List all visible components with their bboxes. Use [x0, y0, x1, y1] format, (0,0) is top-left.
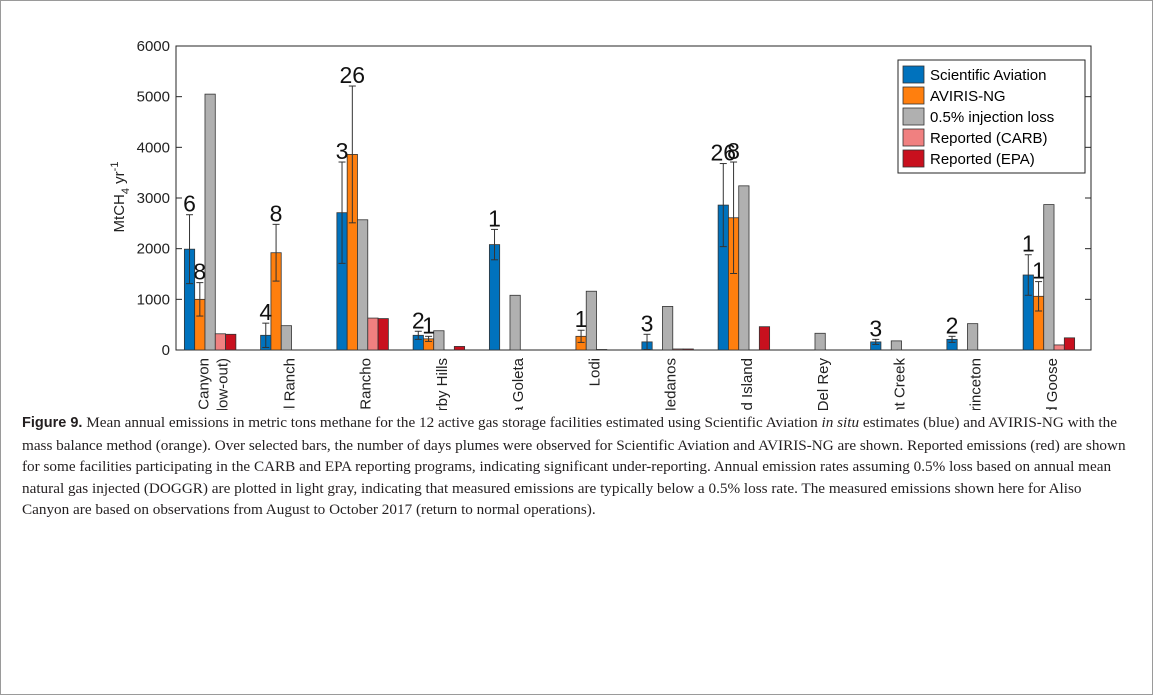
- bar: [433, 330, 445, 351]
- legend-label: Reported (EPA): [930, 151, 1035, 168]
- y-tick-label: 4000: [137, 139, 170, 156]
- labels: 0 1000 2000 3000 4000 5000 6000 6 8 Aliso Canyon(…: [137, 38, 1061, 410]
- category-label: Aliso Canyon: [196, 358, 213, 410]
- count-label: 26: [340, 62, 366, 88]
- count-label: 2: [946, 312, 959, 338]
- category-label: Los Medanos: [663, 358, 680, 410]
- bar: [488, 244, 501, 351]
- bar: [1063, 337, 1076, 351]
- bar: [682, 348, 694, 351]
- bar: [453, 346, 466, 351]
- y-tick-label: 1000: [137, 291, 170, 308]
- caption-italic: in situ: [821, 414, 860, 431]
- bar: [967, 323, 979, 351]
- legend-label: Scientific Aviation: [930, 67, 1046, 84]
- bar: [357, 219, 369, 351]
- legend-swatch: [902, 107, 925, 126]
- legend-swatch: [902, 86, 925, 105]
- y-tick-label: 5000: [137, 89, 170, 106]
- count-label: 1: [488, 205, 501, 231]
- figure-caption: Figure 9. Mean annual emissions in metri…: [22, 412, 1132, 521]
- count-label: 1: [422, 312, 435, 338]
- bar: [672, 348, 684, 351]
- caption-label: Figure 9.: [22, 415, 83, 431]
- count-label: 8: [193, 259, 206, 285]
- bar: [225, 333, 237, 351]
- count-label: 1: [1022, 231, 1035, 257]
- category-label: Pleasant Creek: [891, 358, 908, 410]
- count-label: 3: [869, 315, 882, 341]
- y-axis-label: MtCH4 yr-1: [109, 162, 132, 233]
- count-label: 3: [336, 138, 349, 164]
- category-label: La Goleta: [510, 357, 527, 410]
- count-label: 6: [183, 191, 196, 217]
- count-label: 26: [710, 140, 736, 166]
- legend-label: AVIRIS-NG: [930, 88, 1006, 105]
- category-label: Princeton: [968, 358, 985, 410]
- bar: [1053, 344, 1065, 351]
- category-label: Lodi: [586, 358, 603, 386]
- bar: [596, 349, 608, 351]
- bar: [814, 332, 826, 351]
- y-tick-label: 2000: [137, 241, 170, 258]
- bar-chart: 0 1000 2000 3000 4000 5000 6000 6 8 Aliso Canyon(…: [109, 38, 1092, 410]
- bar: [890, 340, 902, 351]
- legend-label: Reported (CARB): [930, 130, 1048, 147]
- count-label: 4: [259, 299, 272, 325]
- category-label: Gill Ranch: [281, 358, 298, 410]
- y-tick-label: 3000: [137, 190, 170, 207]
- bar: [367, 317, 379, 351]
- legend-swatch: [902, 65, 925, 84]
- y-tick-label: 0: [162, 342, 170, 359]
- caption-text-1: Mean annual emissions in metric tons met…: [82, 414, 822, 431]
- category-label: Kirby Hills: [434, 358, 451, 410]
- legend-swatch: [902, 128, 925, 147]
- category-label: Wild Goose: [1044, 358, 1061, 410]
- category-label: (post blow-out): [215, 358, 232, 410]
- bar: [758, 326, 771, 351]
- bar: [585, 290, 597, 351]
- category-label: Honor Rancho: [358, 358, 375, 410]
- count-label: 2: [412, 307, 425, 333]
- y-tick-label: 6000: [137, 38, 170, 55]
- count-label: 8: [270, 200, 283, 226]
- legend-label: 0.5% injection loss: [930, 109, 1054, 126]
- bars: [183, 85, 1076, 351]
- bar: [1043, 204, 1055, 351]
- caption-text-2: estimates (blue) and AVIRIS-NG with the …: [22, 414, 1126, 519]
- count-label: 3: [641, 310, 654, 336]
- bar: [377, 318, 389, 351]
- category-label: Playa Del Rey: [815, 358, 832, 410]
- bar: [509, 294, 521, 351]
- bar: [662, 306, 674, 351]
- bar: [280, 325, 292, 351]
- count-label: 1: [1032, 258, 1045, 284]
- count-label: 8: [727, 138, 740, 164]
- legend-box: [897, 59, 1086, 174]
- legend-swatch: [902, 149, 925, 168]
- count-label: 1: [575, 306, 588, 332]
- bar: [204, 93, 216, 351]
- bar: [214, 333, 226, 351]
- category-label: McDonald Island: [739, 358, 756, 410]
- legend: Scientific Aviation AVIRIS-NG 0.5% injecti…: [897, 59, 1086, 174]
- bar: [738, 185, 750, 351]
